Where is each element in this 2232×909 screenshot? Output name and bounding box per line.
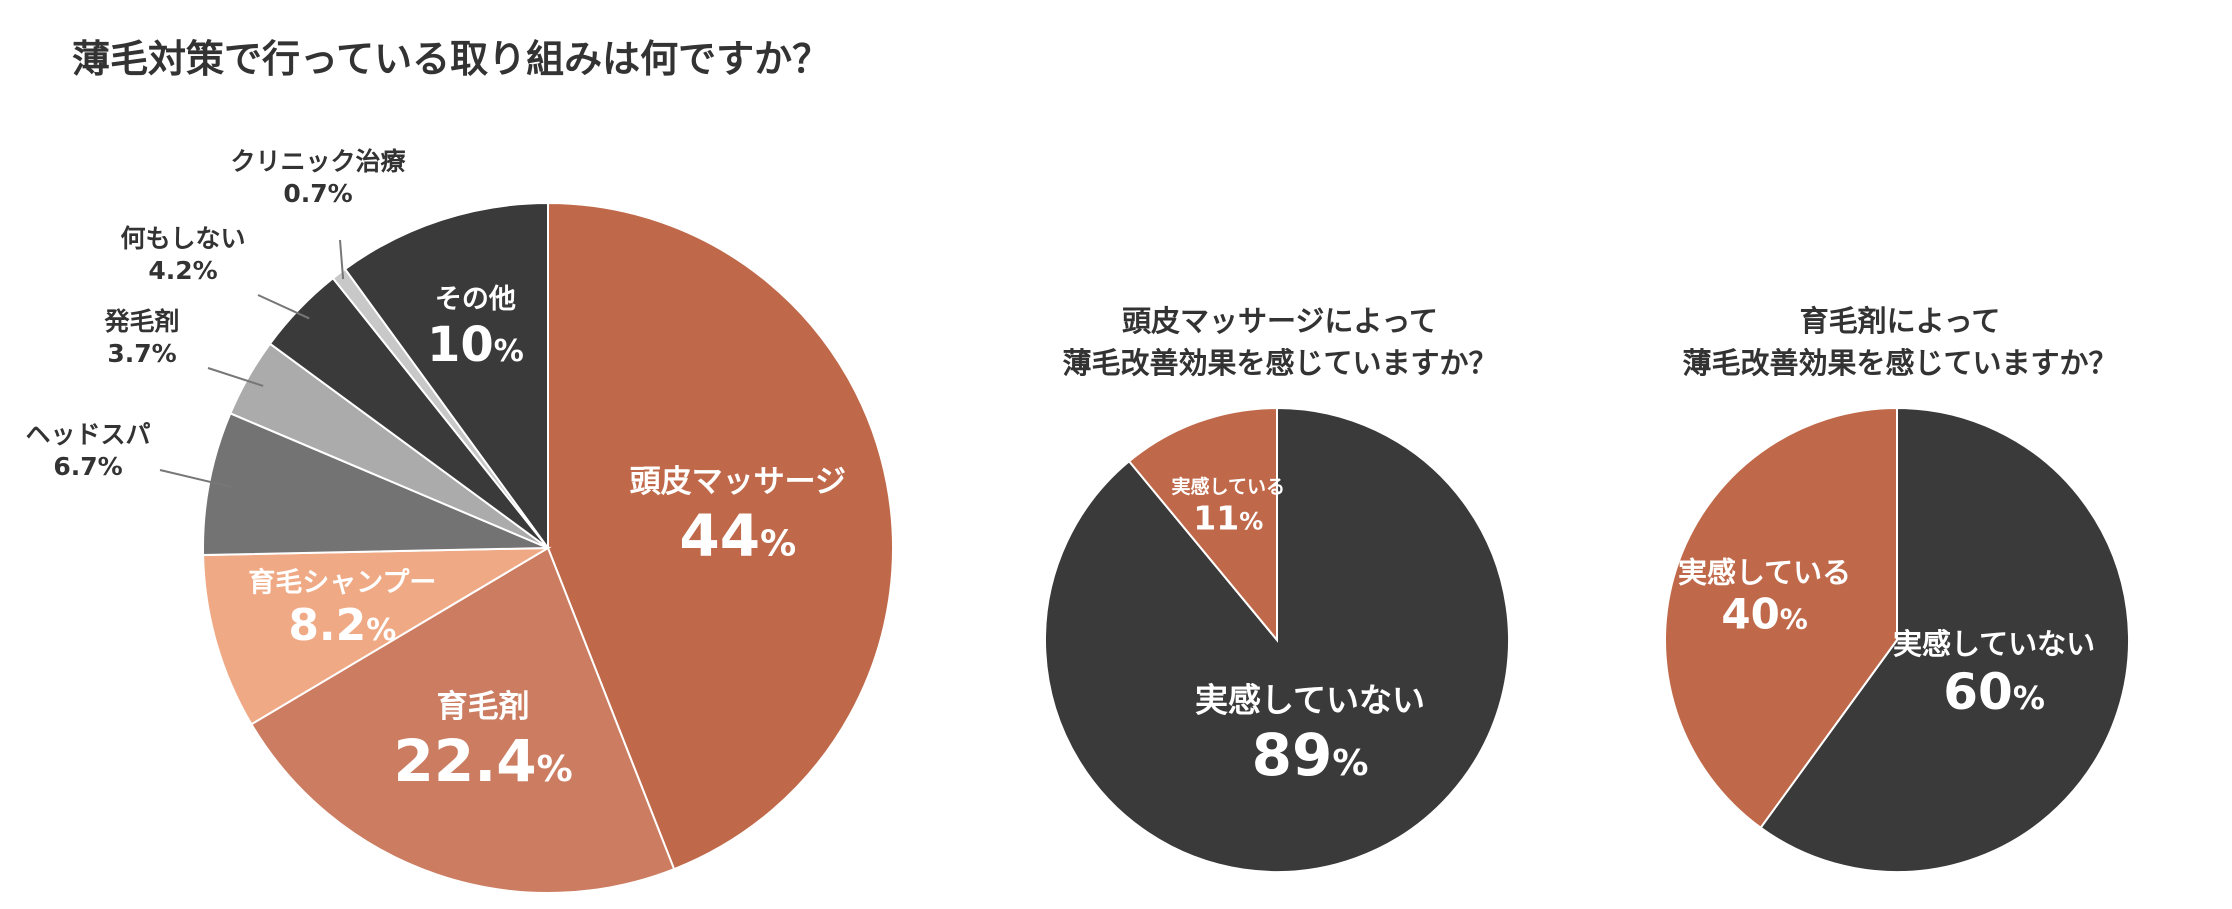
pie1-leader-3 — [159, 469, 234, 489]
pie2-title-line-1: 頭皮マッサージによって — [1121, 304, 1439, 338]
pie1-leader-6 — [339, 239, 345, 280]
pie2-title-line-2: 薄毛改善効果を感じていますか？ — [1062, 346, 1498, 380]
pie2-value-0: 89% — [1252, 721, 1369, 789]
pie1-slice-2 — [202, 546, 552, 726]
pie1-value-4: 3.7% — [107, 339, 176, 368]
pie3-label-1: 実感している — [1678, 555, 1851, 589]
pie3-value-0: 60% — [1943, 663, 2045, 721]
pie1-slice-0 — [547, 201, 894, 871]
pie3-slice-0 — [1759, 406, 2130, 873]
pie1-label-7: その他 — [435, 284, 516, 315]
pie3-title: 育毛剤によって 薄毛改善効果を感じていますか？ — [1640, 300, 2160, 384]
pie2-slice-1 — [1127, 406, 1278, 643]
pie1-slice-3 — [202, 412, 549, 557]
pie1-value-1: 22.4% — [394, 727, 573, 795]
pie1-value-2: 8.2% — [288, 600, 396, 651]
pie1-label-6: クリニック治療 — [230, 147, 405, 176]
pie2-title: 頭皮マッサージによって 薄毛改善効果を感じていますか？ — [1020, 300, 1540, 384]
pie1-label-3: ヘッドスパ — [25, 420, 150, 449]
pie2-value-1: 11% — [1193, 498, 1263, 537]
pie3-value-1: 40% — [1721, 589, 1808, 638]
pie3-label-0: 実感していない — [1893, 627, 2095, 661]
pie1-label-0: 頭皮マッサージ — [630, 464, 846, 500]
pie1-value-3: 6.7% — [53, 452, 122, 481]
pie3-slice-1 — [1664, 406, 1898, 830]
pie1-slice-7 — [343, 201, 549, 552]
page-title: 薄毛対策で行っている取り組みは何ですか？ — [72, 37, 831, 81]
pie1-value-6: 0.7% — [283, 179, 352, 208]
pie1-label-5: 何もしない — [120, 224, 245, 253]
pie3-title-line-2: 薄毛改善効果を感じていますか？ — [1682, 346, 2118, 380]
pie3-title-line-1: 育毛剤によって — [1799, 304, 2001, 338]
pie2-label-1: 実感している — [1172, 475, 1285, 498]
pie1-slice-1 — [250, 546, 676, 894]
pie1-value-5: 4.2% — [148, 256, 217, 285]
pie1-value-7: 10% — [427, 317, 524, 373]
pie1-label-2: 育毛シャンプー — [248, 566, 436, 598]
pie1-label-1: 育毛剤 — [437, 689, 530, 725]
pie1-leader-5 — [257, 294, 310, 320]
pie1-value-0: 44% — [679, 502, 796, 570]
pie2-label-0: 実感していない — [1195, 680, 1425, 719]
pie1-label-4: 発毛剤 — [103, 307, 179, 336]
pie1-leader-4 — [207, 367, 264, 387]
